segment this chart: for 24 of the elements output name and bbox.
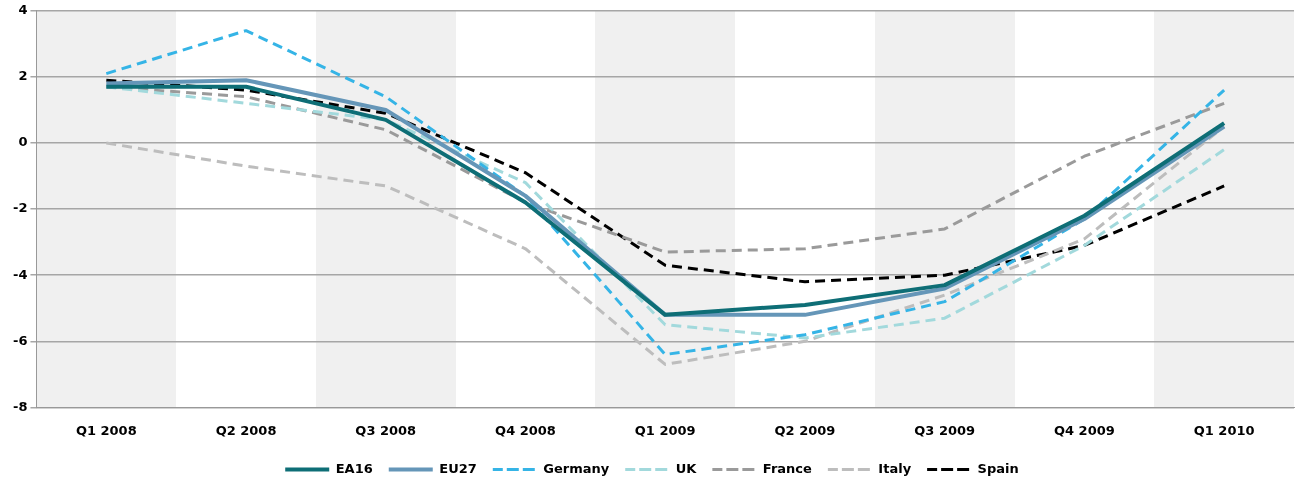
y-tick-label: 2: [18, 68, 28, 84]
y-tick-label: 0: [18, 134, 28, 150]
x-tick-label: Q1 2010: [1193, 422, 1255, 438]
legend-label: France: [762, 460, 813, 476]
line-series: [104, 29, 1226, 357]
y-tick-label: -8: [12, 398, 28, 414]
x-tick-label: Q4 2008: [495, 422, 556, 438]
legend-label: Italy: [878, 460, 912, 476]
x-tick-label: Q3 2009: [914, 422, 976, 438]
legend-label: EA16: [335, 460, 373, 476]
x-tick-label: Q1 2008: [75, 422, 137, 438]
x-tick-label: Q4 2009: [1054, 422, 1115, 438]
x-tick-label: Q1 2009: [634, 422, 696, 438]
legend-label: UK: [675, 460, 698, 476]
y-tick-label: 4: [18, 2, 28, 18]
legend-label: Germany: [543, 460, 610, 476]
x-tick-label: Q2 2008: [215, 422, 277, 438]
legend-label: EU27: [439, 460, 477, 476]
legend-label: Spain: [977, 460, 1019, 476]
x-tick-label: Q2 2009: [774, 422, 836, 438]
x-tick-label: Q3 2008: [355, 422, 417, 438]
y-tick-label: -4: [12, 266, 28, 282]
y-tick-label: -2: [12, 200, 28, 216]
y-tick-label: -6: [12, 332, 28, 348]
